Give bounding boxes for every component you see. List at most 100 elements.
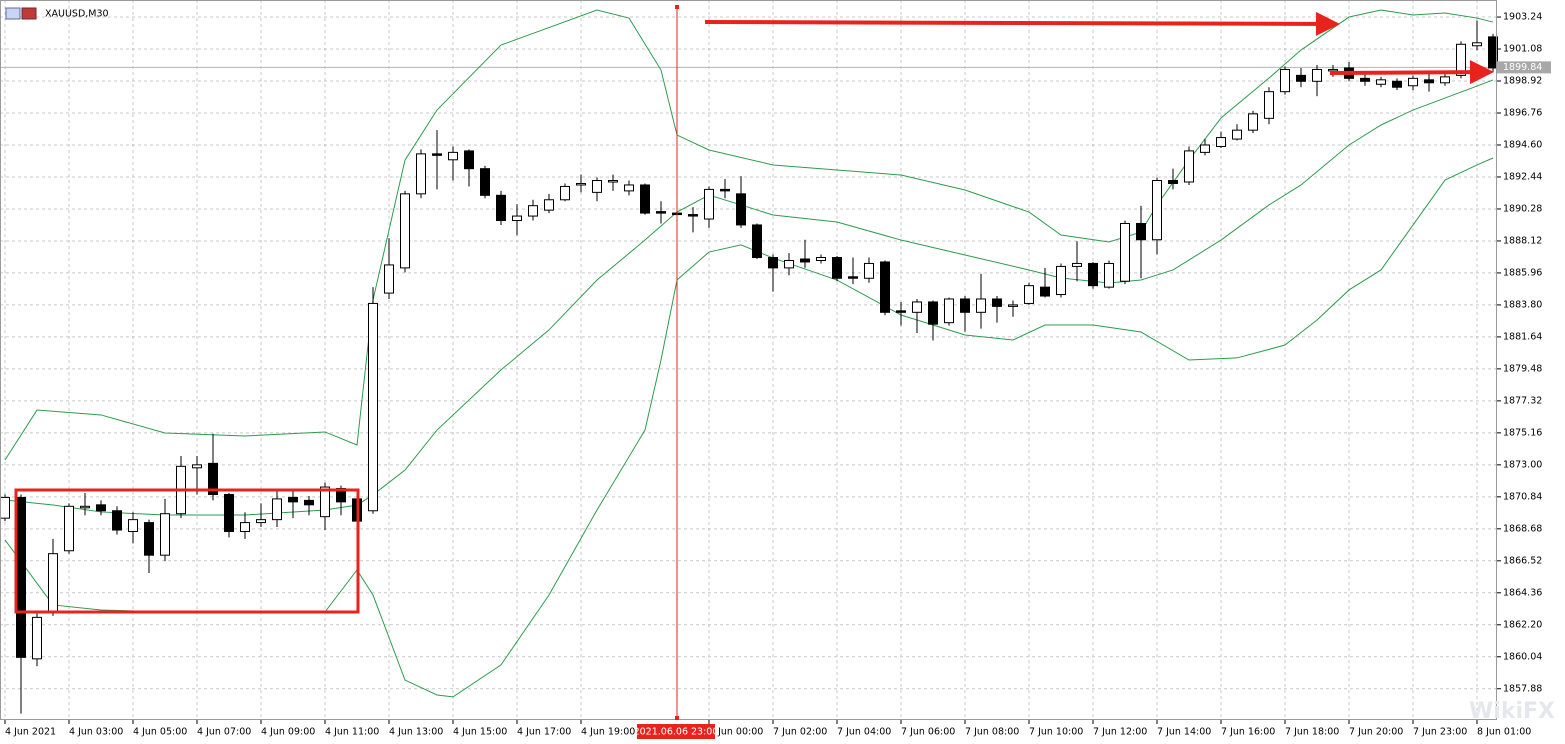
candle-body <box>96 504 106 512</box>
candle-body <box>64 505 74 552</box>
candle-body <box>80 505 90 509</box>
candle-body <box>320 486 330 518</box>
candle-body <box>832 257 842 279</box>
candle-body <box>1168 180 1178 184</box>
x-tick-label: 7 Jun 00:00 <box>709 727 763 738</box>
x-tick-label: 4 Jun 11:00 <box>325 727 379 738</box>
candle-body <box>416 153 426 195</box>
candle-body <box>1184 150 1194 183</box>
candle-body <box>224 493 234 532</box>
candle-body <box>1280 68 1290 93</box>
candle-body <box>576 182 586 186</box>
y-tick-label: 1890.28 <box>1503 203 1542 214</box>
bollinger-band <box>4 157 1494 698</box>
bollinger-band <box>4 9 1494 461</box>
y-tick-label: 1896.76 <box>1503 107 1542 118</box>
x-tick-label: 4 Jun 15:00 <box>453 727 507 738</box>
y-tick-label: 1898.92 <box>1503 76 1542 87</box>
x-tick-label: 7 Jun 23:00 <box>1413 727 1467 738</box>
y-tick-label: 1901.08 <box>1503 44 1542 55</box>
candle-body <box>928 301 938 325</box>
symbol-icon <box>5 7 21 20</box>
candle-body <box>1248 113 1258 131</box>
y-tick-label: 1894.60 <box>1503 139 1542 150</box>
candle-body <box>1376 79 1386 85</box>
x-tick-label: 4 Jun 07:00 <box>197 727 251 738</box>
x-tick-label: 7 Jun 20:00 <box>1349 727 1403 738</box>
candle-body <box>960 298 970 313</box>
candle-body <box>1216 137 1226 147</box>
candle-body <box>448 151 458 161</box>
candle-body <box>1408 77 1418 87</box>
plot-frame <box>0 0 1497 720</box>
candle-body <box>496 194 506 222</box>
candle-body <box>400 193 410 269</box>
candle-body <box>640 184 650 214</box>
crosshair-label: 2021.06.06 23:00 <box>634 727 719 738</box>
candle-body <box>896 310 906 313</box>
candle-body <box>864 262 874 279</box>
candle-body <box>752 224 762 259</box>
candle-body <box>240 522 250 532</box>
candle-body <box>1328 68 1338 72</box>
axis-layer: 1857.88 1860.04 1862.20 1864.36 1866.52 1868.… <box>4 12 1551 738</box>
candle-body <box>800 258 810 263</box>
annotation-arrow <box>1329 60 1494 85</box>
x-tick-label: 7 Jun 06:00 <box>901 727 955 738</box>
candle-body <box>656 211 666 214</box>
candle-body <box>768 257 778 269</box>
candle-body <box>208 462 218 495</box>
candle-body <box>944 298 954 324</box>
candle-body <box>256 519 266 524</box>
candle-body <box>272 498 282 521</box>
candle-body <box>128 519 138 532</box>
candle-body <box>848 276 858 279</box>
y-tick-label: 1877.32 <box>1503 395 1542 406</box>
candle-body <box>720 188 730 192</box>
y-tick-label: 1888.12 <box>1503 235 1542 246</box>
candle-body <box>1424 79 1434 84</box>
candle-body <box>288 496 298 503</box>
crosshair-end <box>675 716 679 720</box>
y-tick-label: 1860.04 <box>1503 651 1542 662</box>
candle-body <box>32 616 42 660</box>
grid-layer <box>0 0 1497 720</box>
band-layer <box>4 9 1494 698</box>
candle-body <box>1056 265 1066 296</box>
candle-body <box>192 464 202 469</box>
candle-body <box>1360 77 1370 82</box>
candle-body <box>384 264 394 294</box>
candle-body <box>1040 286 1050 297</box>
annotation-box <box>14 488 360 614</box>
y-tick-label: 1873.00 <box>1503 459 1542 470</box>
candle-body <box>784 259 794 269</box>
candle-layer <box>0 20 1498 714</box>
x-tick-label: 4 Jun 05:00 <box>133 727 187 738</box>
y-tick-label: 1868.68 <box>1503 523 1542 534</box>
candle-body <box>1136 222 1146 241</box>
x-tick-label: 4 Jun 19:00 <box>581 727 635 738</box>
candle-body <box>1392 80 1402 88</box>
candle-body <box>1296 74 1306 82</box>
x-tick-label: 7 Jun 02:00 <box>773 727 827 738</box>
bollinger-band <box>4 79 1494 516</box>
y-tick-label: 1903.24 <box>1503 12 1542 23</box>
candle-body <box>736 193 746 226</box>
candle-body <box>48 553 58 614</box>
x-tick-label: 7 Jun 10:00 <box>1029 727 1083 738</box>
symbol-icon <box>21 7 37 20</box>
candle-body <box>1120 222 1130 282</box>
candle-body <box>512 215 522 222</box>
candle-body <box>992 298 1002 307</box>
x-tick-label: 4 Jun 09:00 <box>261 727 315 738</box>
x-tick-label: 8 Jun 01:00 <box>1477 727 1531 738</box>
candle-body <box>304 499 314 506</box>
y-tick-label: 1885.96 <box>1503 267 1542 278</box>
candle-body <box>1152 180 1162 241</box>
candle-body <box>624 184 634 192</box>
crosshair-end <box>675 5 679 9</box>
y-tick-label: 1879.48 <box>1503 363 1542 374</box>
